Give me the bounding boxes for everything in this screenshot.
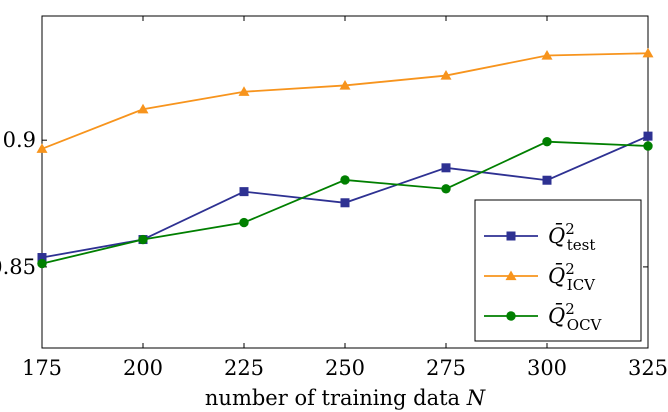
x-tick-label: 325 [628, 356, 668, 380]
data-point-square [239, 187, 249, 197]
data-point-circle [340, 175, 350, 185]
series-icv [36, 47, 654, 153]
x-tick-label: 300 [527, 356, 567, 380]
data-point-circle [506, 311, 516, 321]
data-point-square [37, 253, 47, 263]
x-tick-label: 250 [325, 356, 365, 380]
data-point-circle [239, 217, 249, 228]
data-point-triangle [339, 79, 351, 90]
x-tick-label: 225 [224, 356, 264, 380]
x-tick-label: 275 [426, 356, 466, 380]
legend: Q̄2 test Q̄2 ICV Q̄2 OCV [474, 199, 642, 342]
x-axis-label: number of training data N [205, 386, 486, 410]
data-point-square [506, 231, 516, 241]
data-point-square [643, 131, 653, 141]
legend-label: Q̄2 ICV [548, 260, 596, 294]
data-point-square [340, 198, 350, 208]
legend-item-icv: Q̄2 ICV [484, 260, 596, 294]
series-layer [36, 47, 654, 269]
data-point-triangle [36, 143, 48, 153]
data-point-triangle [505, 270, 517, 281]
data-point-circle [138, 234, 148, 245]
data-point-triangle [137, 103, 149, 114]
data-point-circle [37, 258, 47, 269]
legend-item-test: Q̄2 test [484, 220, 595, 254]
x-tick-label: 175 [22, 356, 62, 380]
y-tick-label: 0.85 [0, 255, 36, 279]
data-point-circle [643, 141, 653, 151]
legend-box [474, 199, 642, 342]
x-tick-label: 200 [123, 356, 163, 380]
data-point-triangle [642, 47, 654, 58]
legend-item-ocv: Q̄2 OCV [484, 300, 603, 334]
legend-label: Q̄2 test [548, 220, 595, 254]
data-point-triangle [541, 50, 553, 60]
data-point-triangle [440, 70, 452, 80]
data-point-square [542, 175, 552, 185]
data-point-circle [542, 137, 552, 147]
data-point-triangle [238, 86, 250, 96]
legend-label: Q̄2 OCV [548, 300, 603, 334]
axis-ticks: 175 200 225 250 275 300 325 0.85 0.9 [0, 16, 668, 380]
series-line [41, 52, 649, 150]
data-point-circle [441, 184, 451, 194]
y-tick-label: 0.9 [3, 128, 36, 152]
series-ocv [37, 137, 653, 269]
data-point-square [441, 163, 451, 173]
